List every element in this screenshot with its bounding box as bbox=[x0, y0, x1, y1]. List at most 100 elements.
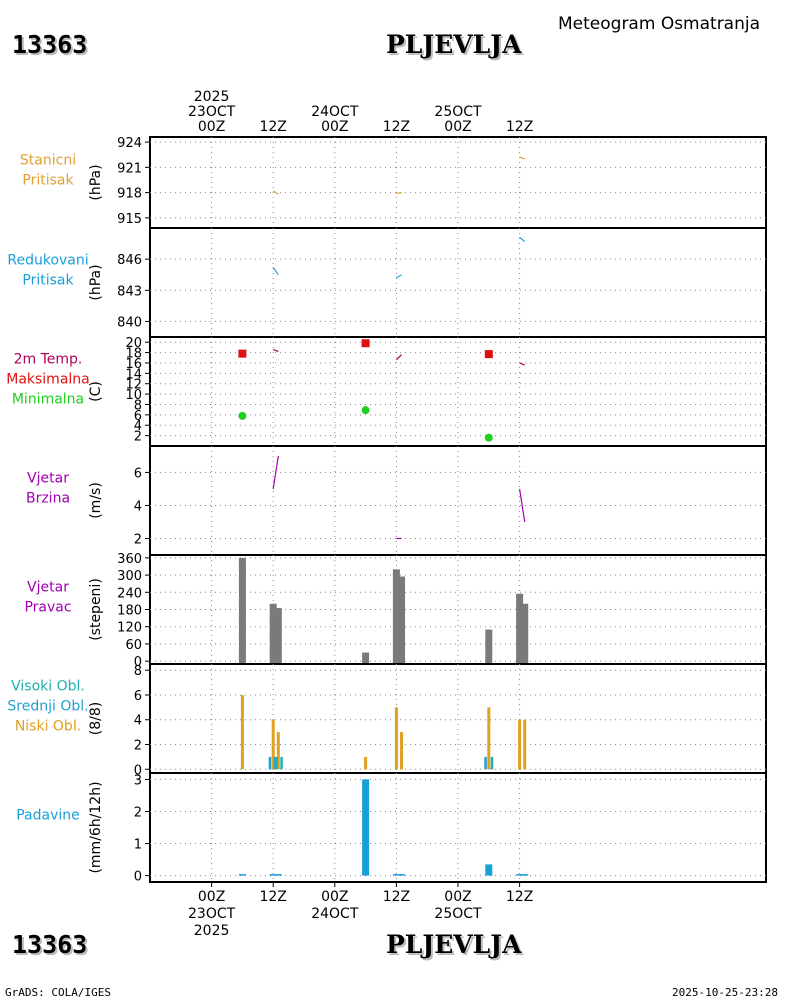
tmax-marker bbox=[238, 349, 247, 358]
bottom-time-label: 00Z bbox=[444, 889, 471, 905]
series-segment bbox=[396, 274, 402, 279]
precip-bar bbox=[398, 874, 406, 876]
panel-unit: (C) bbox=[88, 381, 104, 402]
mid-cloud-bar bbox=[268, 756, 272, 770]
panel-unit: (stepeni) bbox=[88, 578, 104, 641]
top-time-label: 24OCT bbox=[311, 104, 359, 120]
low-cloud-bar bbox=[394, 707, 398, 770]
panel-label: 2m Temp. bbox=[14, 352, 83, 368]
series-segment bbox=[395, 354, 402, 361]
y-tick-label: 360 bbox=[117, 552, 142, 567]
series-segment bbox=[272, 190, 279, 195]
series-segment bbox=[519, 488, 526, 523]
low-cloud-bar bbox=[271, 719, 275, 770]
top-time-label: 25OCT bbox=[434, 104, 482, 120]
footer-source: GrADS: COLA/IGES bbox=[5, 986, 111, 999]
series-segment bbox=[272, 455, 279, 490]
panel-unit: (m/s) bbox=[88, 482, 104, 519]
y-tick-label: 180 bbox=[117, 604, 142, 619]
y-tick-label: 6 bbox=[134, 689, 142, 704]
bottom-time-label: 12Z bbox=[506, 889, 533, 905]
y-tick-label: 20 bbox=[125, 336, 142, 351]
panel-frame bbox=[149, 445, 767, 556]
panel-label: Brzina bbox=[26, 491, 70, 507]
bottom-time-label: 2025 bbox=[194, 923, 230, 939]
footer-station-name: PLJEVLJA bbox=[386, 930, 522, 959]
tmin-marker bbox=[361, 406, 370, 415]
y-tick-label: 915 bbox=[117, 212, 142, 227]
panel-label: Minimalna bbox=[12, 392, 84, 408]
series-segment bbox=[396, 192, 402, 195]
tmin-marker bbox=[238, 411, 247, 420]
y-tick-label: 8 bbox=[134, 398, 142, 413]
panel-label: Pravac bbox=[24, 600, 71, 616]
bottom-time-label: 12Z bbox=[383, 889, 410, 905]
series-segment bbox=[272, 267, 279, 276]
panel-label: Pritisak bbox=[22, 173, 74, 189]
precip-bar bbox=[269, 874, 277, 876]
bottom-time-label: 25OCT bbox=[434, 906, 482, 922]
mid-cloud-bar bbox=[484, 756, 487, 770]
precip-bar bbox=[392, 874, 400, 876]
y-tick-label: 16 bbox=[125, 357, 142, 372]
tmin-marker bbox=[484, 433, 493, 442]
top-time-label: 2025 bbox=[194, 89, 230, 105]
panel-frame bbox=[149, 227, 767, 338]
wind-dir-bar bbox=[521, 603, 529, 665]
low-cloud-bar bbox=[276, 732, 280, 770]
wind-dir-bar bbox=[274, 608, 282, 665]
y-tick-label: 2 bbox=[134, 430, 142, 445]
top-time-label: 00Z bbox=[444, 119, 471, 135]
y-tick-label: 300 bbox=[117, 569, 142, 584]
y-tick-label: 2 bbox=[134, 805, 142, 820]
y-tick-label: 846 bbox=[117, 253, 142, 268]
top-time-label: 23OCT bbox=[188, 104, 236, 120]
precip-bar bbox=[521, 874, 529, 876]
footer-timestamp: 2025-10-25-23:28 bbox=[672, 986, 778, 999]
bottom-time-label: 00Z bbox=[321, 889, 348, 905]
low-cloud-bar bbox=[364, 756, 368, 770]
y-tick-label: 4 bbox=[134, 714, 142, 729]
panel-unit: (hPa) bbox=[88, 164, 104, 200]
wind-dir-bar bbox=[362, 652, 370, 665]
mid-cloud-bar bbox=[273, 756, 277, 770]
y-tick-label: 0 bbox=[134, 763, 142, 778]
footer-station-id: 13363 bbox=[12, 930, 88, 959]
panel-unit: (mm/6h/12h) bbox=[88, 781, 104, 873]
y-tick-label: 1 bbox=[134, 838, 142, 853]
y-tick-label: 2 bbox=[134, 532, 142, 547]
y-tick-label: 4 bbox=[134, 499, 142, 514]
precip-bar bbox=[485, 864, 493, 876]
panel-label: Pritisak bbox=[22, 273, 74, 289]
y-tick-label: 120 bbox=[117, 621, 142, 636]
tmax-marker bbox=[361, 339, 370, 348]
series-segment bbox=[519, 236, 526, 242]
panel-unit: (hPa) bbox=[88, 264, 104, 300]
y-tick-label: 8 bbox=[134, 664, 142, 679]
low-cloud-bar bbox=[487, 707, 491, 770]
panel-unit: (8/8) bbox=[88, 702, 104, 735]
y-tick-label: 6 bbox=[134, 409, 142, 424]
y-tick-label: 12 bbox=[125, 378, 142, 393]
panel-label: Stanicni bbox=[20, 153, 76, 169]
high-cloud-bar bbox=[490, 756, 494, 770]
high-cloud-bar bbox=[275, 756, 278, 770]
y-tick-label: 924 bbox=[117, 136, 142, 151]
precip-bar bbox=[516, 874, 524, 876]
y-tick-label: 14 bbox=[125, 367, 142, 382]
series-segment bbox=[519, 156, 525, 160]
station-id: 13363 bbox=[12, 30, 88, 59]
y-tick-label: 60 bbox=[125, 638, 142, 653]
wind-dir-bar bbox=[392, 569, 400, 665]
panel-label: Redukovani bbox=[7, 253, 88, 269]
panel-label: Visoki Obl. bbox=[11, 679, 85, 695]
chart-title: Meteogram Osmatranja bbox=[558, 14, 761, 34]
wind-dir-bar bbox=[269, 603, 277, 665]
y-tick-label: 10 bbox=[125, 388, 142, 403]
y-tick-label: 18 bbox=[125, 347, 142, 362]
precip-bar bbox=[238, 874, 246, 876]
panel-frame bbox=[149, 772, 767, 883]
y-tick-label: 0 bbox=[134, 870, 142, 885]
top-time-label: 00Z bbox=[321, 119, 348, 135]
wind-dir-bar bbox=[485, 629, 493, 665]
